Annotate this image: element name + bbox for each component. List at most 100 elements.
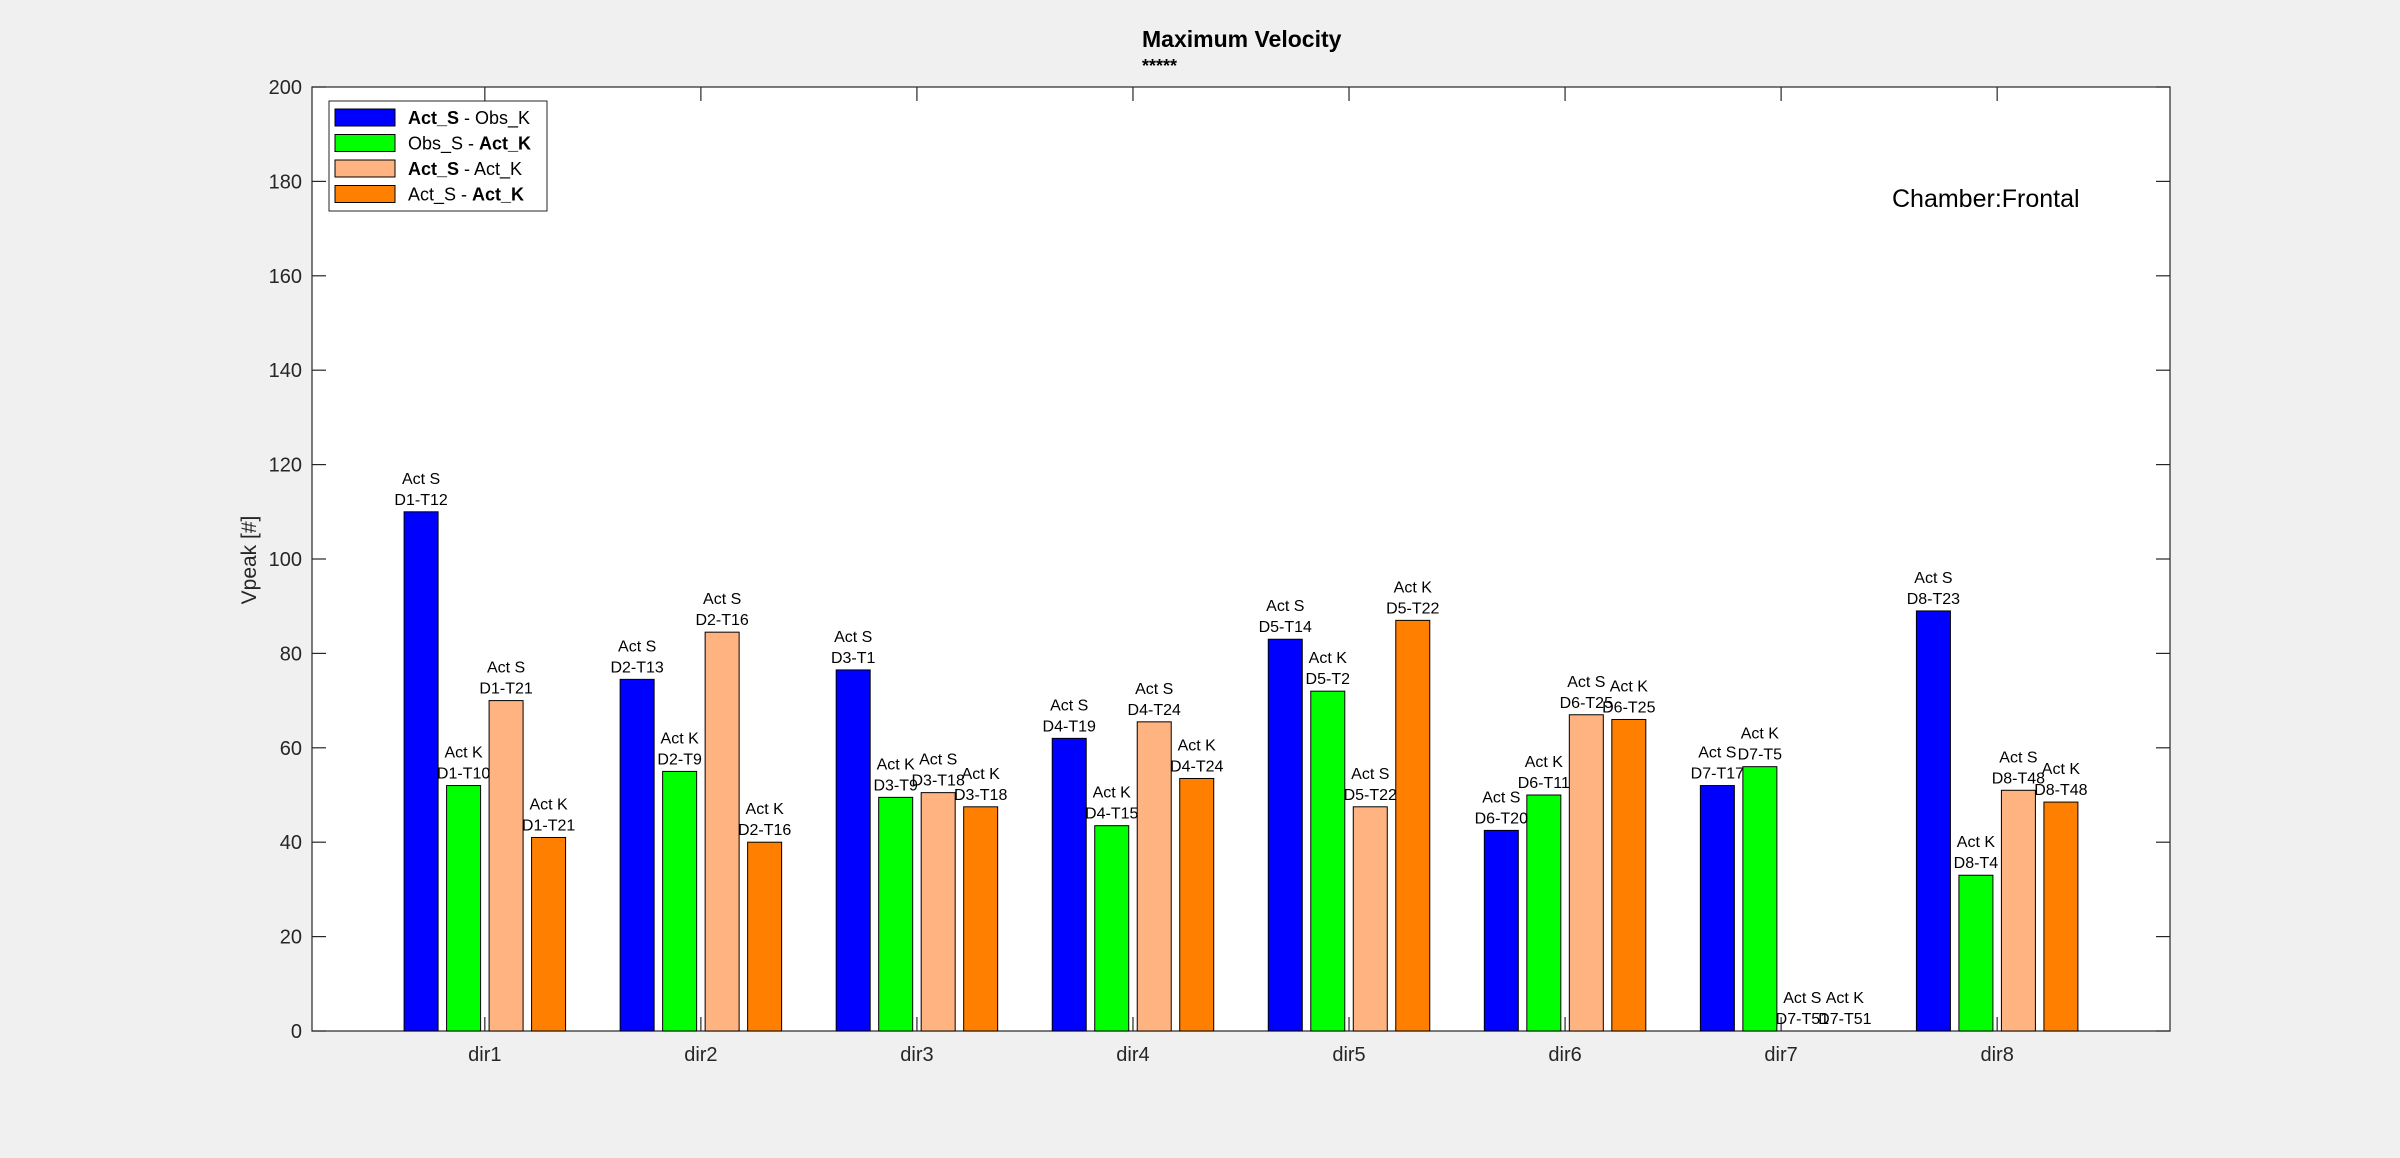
bar-label-id: D7-T51 (1776, 1011, 1829, 1028)
bar-label-id: D7-T5 (1738, 747, 1783, 764)
bar-label-type: Act K (1957, 834, 1996, 851)
bar-label-id: D6-T25 (1560, 695, 1613, 712)
bar-label-type: Act S (1482, 789, 1520, 806)
bar (704, 631, 740, 1032)
chamber-annotation: Chamber:Frontal (1892, 185, 2080, 213)
x-tick-label: dir8 (1980, 1044, 2013, 1066)
bar (403, 511, 439, 1032)
bar-label-type: Act K (444, 745, 483, 762)
bar (1915, 610, 1951, 1032)
bar-label-id: D5-T2 (1306, 671, 1351, 688)
x-tick-label: dir1 (468, 1044, 501, 1066)
bar-label-id: D2-T16 (738, 822, 791, 839)
bar (531, 836, 567, 1032)
legend-entry: Obs_S - Act_K (408, 134, 531, 155)
bar-label-type: Act S (1783, 990, 1821, 1007)
bar (1352, 806, 1388, 1032)
bar-label-type: Act K (1525, 754, 1564, 771)
bar-label-id: D3-T18 (912, 773, 965, 790)
axis-ticks: 0 20 40 60 80 100 120 140 160 180 200 dir1 dir2 dir3 d… (269, 77, 2170, 1066)
bar (1958, 874, 1994, 1032)
bar-label-type: Act S (919, 752, 957, 769)
bar-label-id: D2-T16 (695, 612, 748, 629)
bar-label-id: D8-T23 (1907, 591, 1960, 608)
bar-label-id: D4-T24 (1128, 702, 1181, 719)
legend-entry-part: Act_S (408, 159, 459, 179)
bar-label-id: D3-T1 (831, 650, 876, 667)
legend-entry-part: Act_K (472, 185, 524, 205)
legend-entry-part: Act_S (408, 108, 459, 128)
bar (2000, 789, 2036, 1032)
bar (1136, 721, 1172, 1032)
bar-label-id: D6-T20 (1475, 810, 1528, 827)
bar (488, 700, 524, 1032)
bar-label-type: Act K (1394, 579, 1433, 596)
bars (403, 511, 2079, 1032)
bar (619, 678, 655, 1032)
chart-title: Maximum Velocity (1142, 26, 1342, 52)
x-tick-label: dir2 (684, 1044, 717, 1066)
bar-label-type: Act K (1610, 678, 1649, 695)
x-tick-label: dir7 (1764, 1044, 1797, 1066)
bar-labels: Act S D1-T12 Act S D2-T13 Act S D3-T1 Act S D4-… (394, 471, 2087, 1028)
bar-label-type: Act K (1178, 737, 1217, 754)
bar-label-type: Act S (1351, 766, 1389, 783)
legend-entry-part: - Obs_K (459, 108, 530, 129)
bar-label-id: D6-T25 (1602, 699, 1655, 716)
y-tick-label: 120 (269, 455, 302, 477)
legend-swatch (334, 159, 396, 178)
bar-label-type: Act S (402, 471, 440, 488)
y-tick-label: 0 (291, 1021, 302, 1043)
legend-swatch (334, 134, 396, 152)
y-tick-label: 20 (280, 927, 302, 949)
bar-label-id: D1-T10 (437, 766, 490, 783)
legend-entry-part: Act_K (479, 134, 531, 154)
x-tick-label: dir4 (1116, 1044, 1149, 1066)
bar-label-id: D1-T12 (394, 492, 447, 509)
bar-label-id: D5-T14 (1259, 619, 1312, 636)
bar-label-type: Act K (661, 730, 700, 747)
bar-label-type: Act S (703, 591, 741, 608)
bar-label-type: Act S (618, 638, 656, 655)
y-tick-label: 180 (269, 171, 302, 193)
bar-label-type: Act S (1266, 598, 1304, 615)
bar (446, 785, 482, 1032)
x-tick-label: dir5 (1332, 1044, 1365, 1066)
legend-entry: Act_S - Act_K (408, 185, 524, 206)
x-tick-label: dir6 (1548, 1044, 1581, 1066)
bar (920, 792, 956, 1032)
bar-label-id: D8-T48 (1992, 770, 2045, 787)
bar-label-type: Act S (1135, 681, 1173, 698)
y-tick-label: 80 (280, 643, 302, 665)
bar-label-id: D1-T21 (479, 681, 532, 698)
y-tick-label: 200 (269, 77, 302, 99)
bar-label-id: D6-T11 (1518, 775, 1570, 792)
bar-label-id: D2-T9 (657, 751, 702, 768)
y-axis-label: Vpeak [#] (238, 516, 261, 605)
chart-subtitle: ***** (1142, 56, 1178, 76)
bar-label-id: D4-T15 (1085, 806, 1138, 823)
bar (1267, 638, 1303, 1032)
bar-label-type: Act S (1914, 570, 1952, 587)
y-tick-label: 140 (269, 360, 302, 382)
bar-label-type: Act K (746, 801, 785, 818)
bar-label-id: D7-T51 (1818, 1011, 1871, 1028)
bar-label-id: D5-T22 (1344, 787, 1397, 804)
bar-label-id: D2-T13 (610, 659, 663, 676)
bar-label-id: D5-T22 (1386, 600, 1439, 617)
bar (1051, 737, 1087, 1032)
bar (747, 841, 783, 1032)
legend-entry-part: Obs_S - (408, 134, 479, 155)
bar (1611, 718, 1647, 1032)
bar-label-type: Act S (1698, 745, 1736, 762)
plot-area (311, 86, 2171, 1032)
bar (878, 796, 914, 1032)
y-tick-label: 160 (269, 266, 302, 288)
bar-label-id: D3-T18 (954, 787, 1007, 804)
bar-label-type: Act K (2042, 761, 2081, 778)
x-tick-label: dir3 (900, 1044, 933, 1066)
legend-entry-part: Act_S - (408, 185, 472, 206)
bar (1699, 785, 1735, 1032)
bar-label-type: Act K (1741, 726, 1780, 743)
